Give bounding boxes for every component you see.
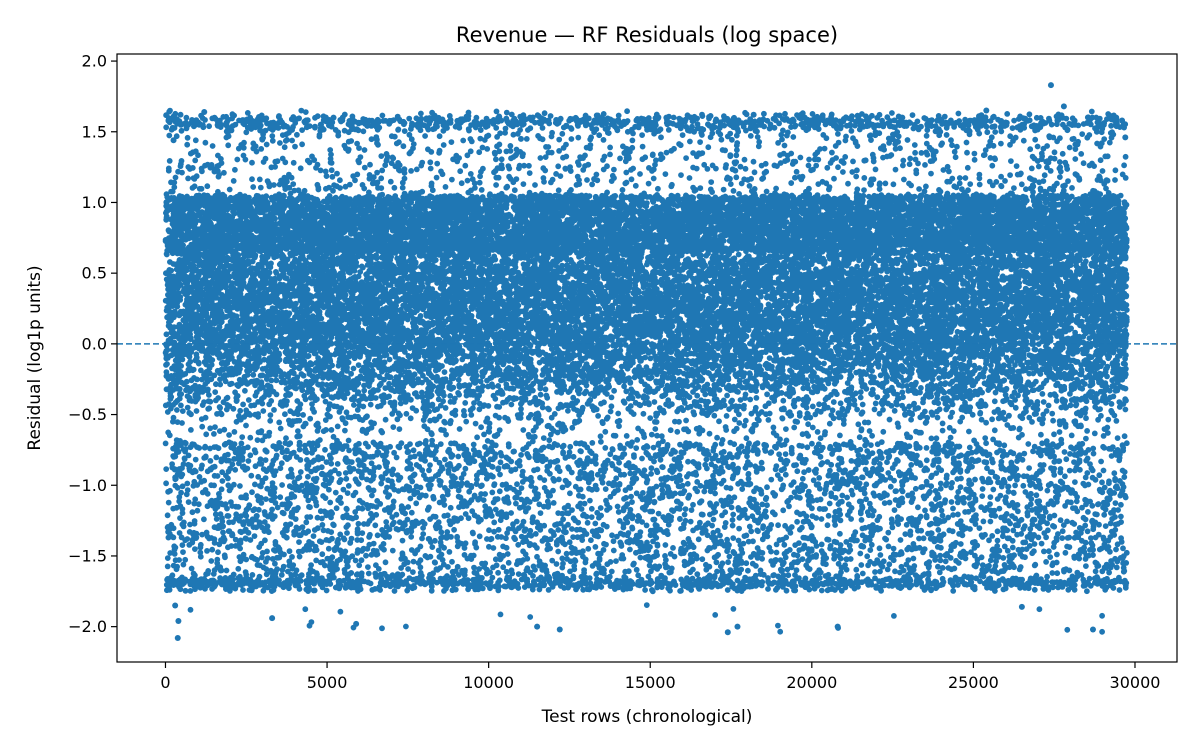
scatter-point xyxy=(983,107,990,114)
plot-frame xyxy=(116,53,1178,663)
scatter-point xyxy=(1119,117,1126,124)
x-tick-label: 20000 xyxy=(786,673,837,692)
y-tick-label: 0.5 xyxy=(82,264,107,283)
x-tick-label: 15000 xyxy=(625,673,676,692)
scatter-sample-points xyxy=(170,82,1129,641)
y-tick-label: 0.0 xyxy=(82,334,107,353)
scatter-point xyxy=(750,111,757,118)
scatter-point xyxy=(734,623,741,630)
scatter-point xyxy=(1054,117,1061,124)
chart-title: Revenue — RF Residuals (log space) xyxy=(456,23,838,47)
scatter-point xyxy=(899,114,906,121)
scatter-point xyxy=(834,623,841,630)
scatter-point xyxy=(1122,134,1129,141)
scatter-point xyxy=(1089,626,1096,633)
y-tick-label: 1.0 xyxy=(82,193,107,212)
x-axis: 0 5000 10000 15000 20000 25000 30000 xyxy=(160,662,1160,692)
y-axis: −2.0 −1.5 −1.0 −0.5 0.0 0.5 1.0 1.5 2.0 xyxy=(68,52,117,636)
y-tick-label: −1.5 xyxy=(68,546,107,565)
scatter-point xyxy=(170,137,177,144)
scatter-point xyxy=(1060,103,1067,110)
x-tick-label: 25000 xyxy=(948,673,999,692)
x-tick-label: 30000 xyxy=(1110,673,1161,692)
scatter-point xyxy=(311,157,318,164)
scatter-point xyxy=(185,121,192,128)
scatter-point xyxy=(556,626,563,633)
x-axis-label: Test rows (chronological) xyxy=(541,707,753,727)
scatter-point xyxy=(1018,603,1025,610)
scatter-point xyxy=(582,114,589,121)
scatter-point xyxy=(724,629,731,636)
scatter-point xyxy=(201,108,208,115)
scatter-point xyxy=(621,149,628,156)
scatter-point xyxy=(534,623,541,630)
scatter-point xyxy=(172,602,179,609)
y-tick-label: −0.5 xyxy=(68,405,107,424)
scatter-points xyxy=(162,107,1130,635)
scatter-point xyxy=(330,114,337,121)
y-tick-label: 1.5 xyxy=(82,122,107,141)
scatter-point xyxy=(269,615,276,622)
residual-points-cloud xyxy=(162,107,1130,635)
scatter-point xyxy=(517,135,524,142)
y-tick-label: −2.0 xyxy=(68,617,107,636)
y-tick-label: 2.0 xyxy=(82,52,107,71)
y-tick-label: −1.0 xyxy=(68,476,107,495)
scatter-point xyxy=(459,117,466,124)
x-tick-label: 10000 xyxy=(463,673,514,692)
scatter-point xyxy=(174,634,181,641)
scatter-point xyxy=(353,620,360,627)
scatter-point xyxy=(1047,82,1054,89)
scatter-point xyxy=(175,617,182,624)
scatter-point xyxy=(663,114,670,121)
x-tick-label: 5000 xyxy=(307,673,348,692)
x-tick-label: 0 xyxy=(160,673,170,692)
y-axis-label: Residual (log1p units) xyxy=(25,265,45,450)
